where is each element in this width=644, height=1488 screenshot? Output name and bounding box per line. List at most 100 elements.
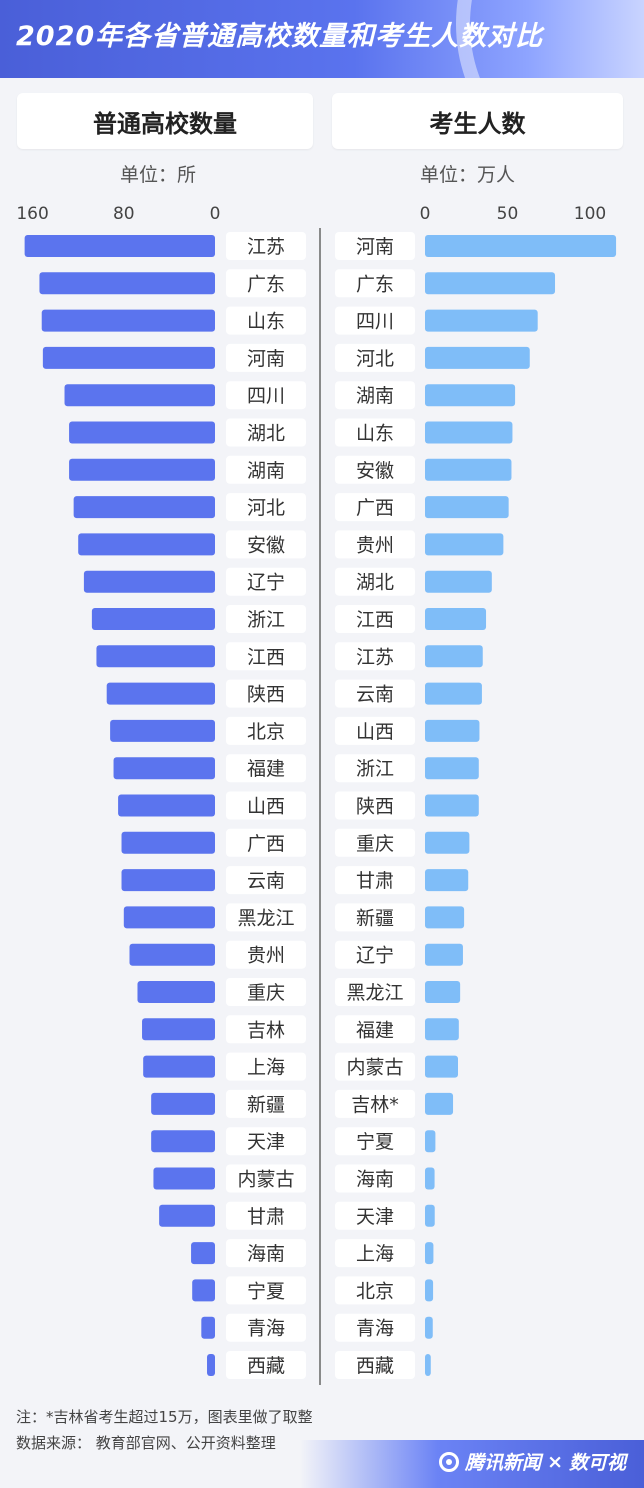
right-bar (425, 943, 463, 966)
left-bar (151, 1092, 215, 1115)
left-label-box (226, 605, 306, 633)
left-label-box (226, 381, 306, 410)
right-label-box (335, 866, 415, 895)
right-category-label: 湖南 (356, 385, 394, 407)
left-label-box (226, 1276, 306, 1305)
right-label-box (335, 903, 415, 932)
left-label-box (226, 530, 306, 559)
right-label-box (335, 269, 415, 298)
left-label-box (226, 269, 306, 298)
right-category-label: 云南 (356, 684, 394, 706)
left-category-label: 贵州 (247, 945, 285, 967)
right-tick-label: 0 (420, 204, 431, 224)
left-label-box (226, 343, 306, 372)
right-label-box (335, 828, 415, 857)
left-category-label: 北京 (247, 721, 285, 743)
left-label-box (226, 1052, 306, 1081)
brand-name: 腾讯新闻 (465, 1452, 542, 1474)
right-label-box (335, 1127, 415, 1156)
chart-title: 2020年各省普通高校数量和考生人数对比 (16, 21, 544, 52)
right-category-label: 内蒙古 (346, 1057, 403, 1079)
footer-band (300, 1440, 644, 1488)
right-bar (425, 272, 556, 295)
left-label-box (226, 679, 306, 708)
left-label-box (226, 1351, 306, 1379)
right-bar (425, 235, 617, 257)
right-bar (425, 1316, 433, 1339)
left-bar (64, 384, 216, 407)
left-bar (191, 1242, 215, 1265)
brand-logo: 腾讯新闻 × 数可视 (439, 1448, 626, 1475)
right-bar (425, 346, 530, 369)
right-label-box (335, 978, 415, 1006)
left-bar (91, 608, 215, 630)
right-bar (425, 1204, 435, 1227)
left-label-box (226, 978, 306, 1006)
right-bar (425, 981, 461, 1003)
left-category-label: 黑龙江 (237, 907, 294, 929)
left-category-label: 宁夏 (247, 1280, 285, 1302)
left-bar (123, 906, 215, 929)
left-label-box (226, 1127, 306, 1156)
right-bar (425, 1242, 434, 1265)
right-category-label: 江苏 (356, 646, 394, 668)
right-bar (425, 719, 480, 742)
right-category-label: 河南 (356, 236, 394, 258)
left-label-box (226, 455, 306, 484)
right-label-box (335, 1313, 415, 1342)
right-category-label: 山东 (356, 423, 394, 445)
left-bar (137, 981, 215, 1003)
left-bar (118, 794, 215, 817)
left-label-box (226, 567, 306, 596)
right-label-box (335, 1089, 415, 1118)
left-label-box (226, 1201, 306, 1230)
right-category-label: 重庆 (356, 833, 394, 855)
left-bar (142, 1018, 215, 1041)
left-label-box (226, 716, 306, 745)
left-category-label: 内蒙古 (237, 1169, 294, 1191)
left-category-label: 甘肃 (247, 1206, 285, 1228)
left-category-label: 陕西 (247, 684, 285, 706)
left-bar (110, 719, 215, 742)
left-bar (41, 309, 215, 332)
right-category-label: 湖北 (356, 572, 394, 594)
right-category-label: 陕西 (356, 796, 394, 818)
right-bar (425, 1354, 431, 1376)
left-label-box (226, 493, 306, 522)
right-label-box (335, 418, 415, 447)
footnote: 注：*吉林省考生超过15万，图表里做了取整 (16, 1408, 313, 1426)
left-bar (69, 421, 215, 444)
right-label-box (335, 567, 415, 596)
left-bar (201, 1316, 215, 1339)
right-bar (425, 794, 479, 817)
right-label-box (335, 530, 415, 559)
right-bar (425, 384, 516, 407)
right-label-box (335, 605, 415, 633)
left-label-box (226, 1164, 306, 1193)
right-category-label: 上海 (356, 1243, 394, 1265)
left-category-label: 四川 (247, 385, 285, 407)
left-category-label: 江苏 (247, 236, 285, 258)
left-bar (78, 533, 215, 556)
right-category-label: 广西 (356, 497, 394, 519)
right-category-label: 青海 (356, 1318, 394, 1340)
left-category-label: 河北 (247, 497, 285, 519)
left-bar (153, 1167, 215, 1190)
left-bar (192, 1279, 215, 1302)
right-label-box (335, 343, 415, 372)
left-category-label: 海南 (247, 1243, 285, 1265)
title-banner: 2020年各省普通高校数量和考生人数对比 (0, 0, 644, 78)
left-label-box (226, 1089, 306, 1118)
left-label-box (226, 828, 306, 857)
right-label-box (335, 940, 415, 969)
right-category-label: 安徽 (356, 460, 394, 482)
left-bar (159, 1204, 215, 1227)
left-unit-label: 单位：所 (120, 164, 197, 186)
left-bar (96, 645, 215, 668)
right-category-label: 海南 (356, 1169, 394, 1191)
left-category-label: 辽宁 (247, 572, 285, 594)
right-bar (425, 831, 470, 854)
left-bar (129, 943, 215, 966)
right-bar (425, 906, 465, 929)
right-category-label: 辽宁 (356, 945, 394, 967)
